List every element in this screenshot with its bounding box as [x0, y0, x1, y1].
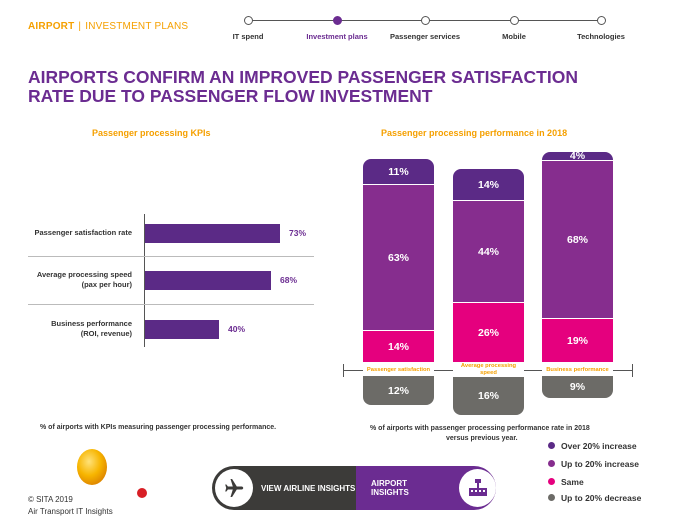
kpi-value-label: 73%	[289, 228, 307, 238]
performance-axis-tick-left	[343, 364, 344, 377]
kpi-bar	[145, 224, 280, 243]
stack-segment-same: 19%	[542, 319, 613, 362]
nav-dot-1[interactable]	[333, 16, 342, 25]
nav-dot-2[interactable]	[421, 16, 430, 25]
segment-value-label: 63%	[387, 251, 409, 264]
kpi-category-line: Average processing speed	[36, 270, 132, 279]
stack-segment-up-to-20-decrease: 12%	[363, 376, 434, 405]
segment-value-label: 14%	[477, 178, 499, 191]
airplane-icon	[215, 469, 253, 507]
performance-note-line-2: versus previous year.	[446, 435, 518, 442]
segment-value-label: 16%	[477, 389, 499, 402]
kpi-axis	[144, 214, 145, 347]
performance-category-line: speed	[480, 370, 497, 376]
nav-item-passenger-services[interactable]: Passenger services	[389, 32, 461, 41]
segment-value-label: 4%	[569, 150, 586, 162]
segment-value-label: 19%	[566, 334, 588, 347]
nav-dot-3[interactable]	[510, 16, 519, 25]
kpi-category-line: (pax per hour)	[81, 280, 132, 289]
section-label: INVESTMENT PLANS	[85, 21, 189, 32]
stack-segment-same: 14%	[363, 331, 434, 362]
legend-swatch	[548, 494, 555, 501]
stack-segment-same: 26%	[453, 303, 524, 362]
kpi-category-label: Business performance (ROI, revenue)	[4, 319, 132, 339]
performance-category-line: Business performance	[546, 366, 609, 373]
airport-insights-label: AIRPORT INSIGHTS	[371, 479, 409, 497]
page-title: AIRPORTS CONFIRM AN IMPROVED PASSENGER S…	[28, 68, 578, 106]
breadcrumb-separator: |	[78, 21, 82, 32]
performance-category-label: Passenger satisfaction	[363, 366, 434, 374]
legend-swatch	[548, 478, 555, 485]
page-title-line-1: AIRPORTS CONFIRM AN IMPROVED PASSENGER S…	[28, 67, 578, 87]
legend-label: Same	[561, 477, 584, 487]
kpi-bar	[145, 320, 219, 339]
stack-segment-up-to-20-increase: 63%	[363, 185, 434, 330]
segment-value-label: 11%	[388, 165, 409, 178]
legend-label: Up to 20% decrease	[561, 493, 642, 503]
performance-axis-tick-right	[632, 364, 633, 377]
footer-credits: © SITA 2019 Air Transport IT Insights	[28, 494, 113, 518]
sita-logo-icon	[77, 449, 107, 485]
performance-note-line-1: % of airports with passenger processing …	[370, 425, 590, 432]
performance-category-line: Average processing	[460, 363, 517, 369]
kpi-category-line: Passenger satisfaction rate	[34, 228, 132, 237]
kpi-bar	[145, 271, 271, 290]
nav-item-technologies[interactable]: Technologies	[577, 32, 625, 41]
segment-value-label: 26%	[477, 326, 499, 339]
airport-insights-button[interactable]: AIRPORT INSIGHTS	[356, 466, 496, 510]
stack-segment-up-to-20-decrease: 9%	[542, 376, 613, 398]
segment-value-label: 44%	[477, 245, 499, 258]
view-airline-insights-button[interactable]: VIEW AIRLINE INSIGHTS	[212, 466, 356, 510]
kpi-chart-title: Passenger processing KPIs	[92, 128, 211, 138]
kpi-chart-note: % of airports with KPIs measuring passen…	[40, 424, 277, 431]
nav-item-investment-plans[interactable]: Investment plans	[306, 32, 368, 41]
kpi-value-label: 68%	[280, 275, 298, 285]
airport-tower-icon	[459, 469, 496, 507]
legend-label: Over 20% increase	[561, 441, 637, 451]
view-airline-insights-label: VIEW AIRLINE INSIGHTS	[261, 483, 356, 493]
kpi-gridline	[28, 256, 314, 257]
stack-segment-over-20-increase: 11%	[363, 159, 434, 184]
org-name: Air Transport IT Insights	[28, 507, 113, 516]
stack-segment-up-to-20-increase: 68%	[542, 161, 613, 318]
stack-segment-over-20-increase: 4%	[542, 150, 613, 162]
copyright: © SITA 2019	[28, 495, 73, 504]
red-dot-icon	[137, 488, 147, 498]
nav-item-mobile[interactable]: Mobile	[502, 32, 526, 41]
nav-dot-0[interactable]	[244, 16, 253, 25]
segment-value-label: 68%	[566, 233, 588, 246]
kpi-category-line: Business performance	[51, 319, 132, 328]
stack-segment-up-to-20-decrease: 16%	[453, 376, 524, 415]
kpi-category-label: Passenger satisfaction rate	[4, 228, 132, 238]
segment-value-label: 12%	[387, 384, 409, 397]
legend-swatch	[548, 460, 555, 467]
performance-category-label: Business performance	[542, 366, 613, 374]
legend-swatch	[548, 442, 555, 449]
brand-label: AIRPORT	[28, 21, 75, 32]
stack-segment-over-20-increase: 14%	[453, 169, 524, 200]
performance-chart-title: Passenger processing performance in 2018	[381, 128, 568, 138]
nav-dot-4[interactable]	[597, 16, 606, 25]
kpi-category-label: Average processing speed (pax per hour)	[4, 270, 132, 290]
performance-category-line: Passenger satisfaction	[366, 366, 431, 373]
kpi-category-line: (ROI, revenue)	[80, 329, 132, 338]
kpi-value-label: 40%	[228, 324, 246, 334]
kpi-gridline	[28, 304, 314, 305]
performance-category-label: Average processing speed	[453, 363, 524, 377]
legend-label: Up to 20% increase	[561, 459, 639, 469]
breadcrumb: AIRPORT | INVESTMENT PLANS	[28, 21, 188, 32]
segment-value-label: 9%	[569, 381, 586, 393]
page-title-line-2: RATE DUE TO PASSENGER FLOW INVESTMENT	[28, 86, 433, 106]
segment-value-label: 14%	[387, 340, 409, 353]
stack-segment-up-to-20-increase: 44%	[453, 201, 524, 302]
performance-chart-note: % of airports with passenger processing …	[370, 424, 590, 444]
nav-item-it-spend[interactable]: IT spend	[232, 32, 264, 41]
